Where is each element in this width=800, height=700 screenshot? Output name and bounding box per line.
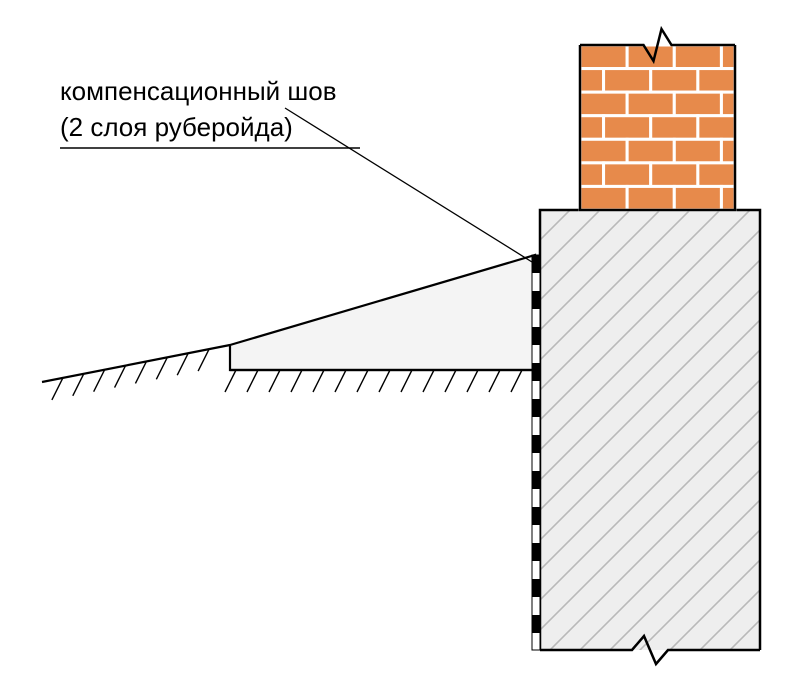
brick-wall <box>580 45 735 210</box>
label-expansion-joint-title: компенсационный шов <box>60 76 337 106</box>
expansion-joint <box>532 255 540 650</box>
label-expansion-joint-subtitle: (2 слоя руберойда) <box>60 112 293 142</box>
blind-area-slab <box>230 255 535 370</box>
label-leader-line <box>285 108 532 262</box>
foundation-block <box>540 210 760 650</box>
